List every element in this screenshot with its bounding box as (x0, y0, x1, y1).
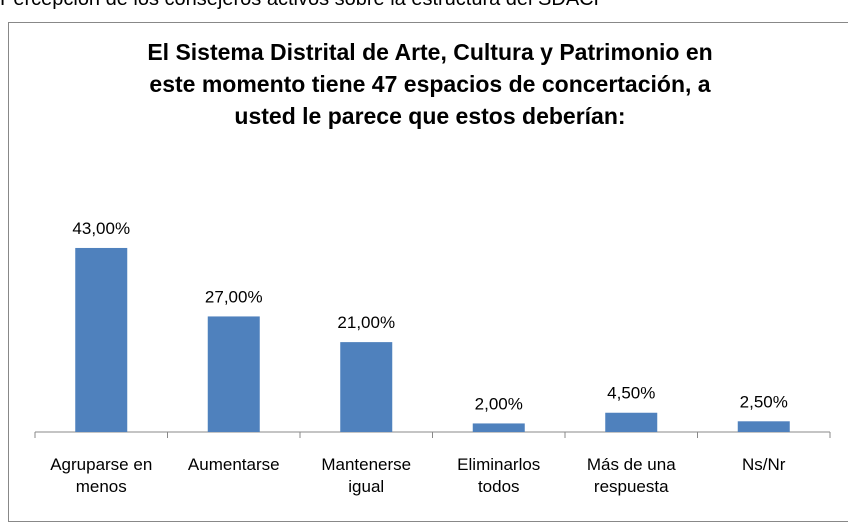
value-label: 4,50% (607, 384, 655, 403)
bar (605, 412, 658, 432)
chart-title: El Sistema Distrital de Arte, Cultura y … (147, 39, 713, 129)
value-label: 2,00% (475, 394, 523, 413)
x-tick-label: Eliminarlos todos (457, 455, 541, 496)
x-tick-label: Mantenerse igual (321, 455, 412, 496)
value-label: 43,00% (72, 219, 130, 238)
bar (75, 247, 128, 432)
x-tick-label: Más de una respuesta (586, 455, 676, 496)
bar (472, 423, 525, 432)
bar (737, 421, 790, 432)
caption: Percepción de los consejeros activos sob… (0, 0, 848, 11)
bar (207, 316, 260, 432)
x-tick-label: Aumentarse (187, 455, 280, 474)
value-label: 2,50% (740, 392, 788, 411)
x-tick-label: Agruparse en menos (50, 455, 153, 496)
value-label: 27,00% (205, 287, 263, 306)
value-label: 21,00% (337, 313, 395, 332)
bar (340, 342, 393, 432)
x-tick-label: Ns/Nr (742, 455, 786, 474)
